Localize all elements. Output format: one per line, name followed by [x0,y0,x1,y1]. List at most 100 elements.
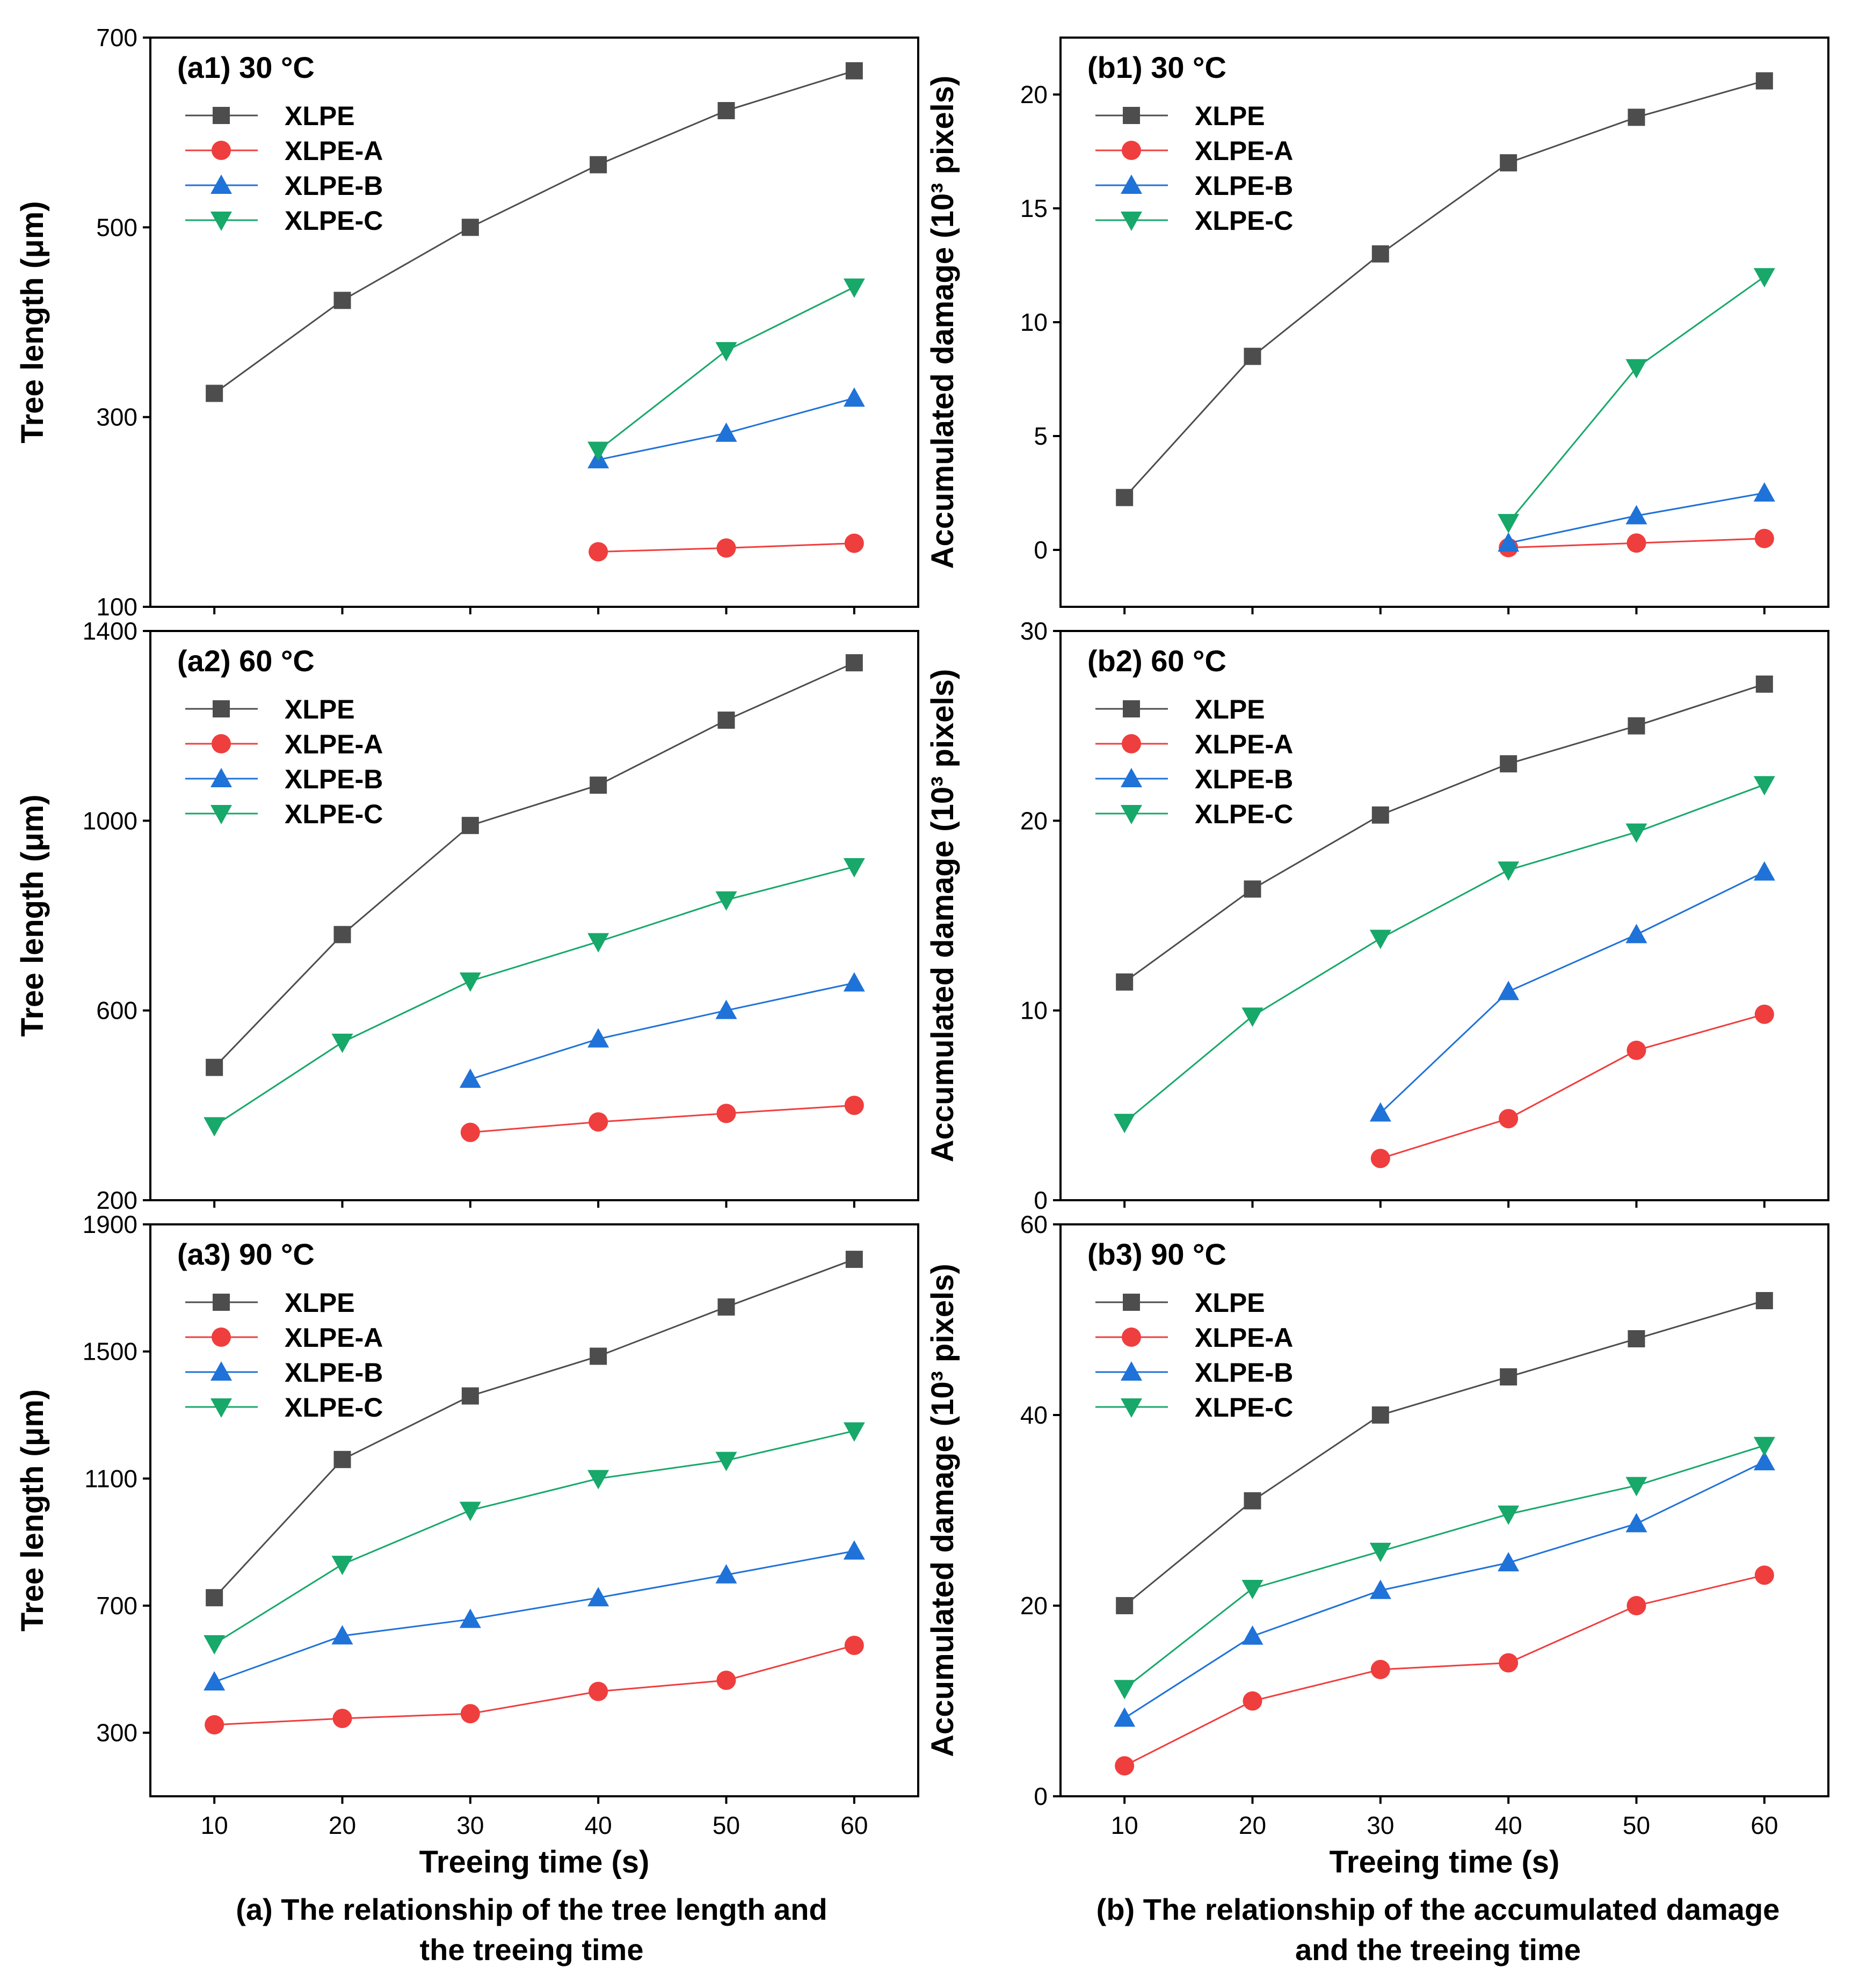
data-point [716,538,736,558]
legend-label: XLPE-A [1195,1323,1293,1353]
legend-marker [1122,734,1141,753]
legend-marker [213,1294,230,1311]
series-xlpe-b [1114,1450,1775,1727]
data-point [717,1298,735,1316]
data-point [1755,72,1773,90]
data-point [1626,533,1646,553]
legend-entry-xlpe-c: XLPE-C [1095,1392,1293,1423]
series-line [1379,871,1765,1114]
chart-a3: 300 700 1100 1500 1900 10 20 30 40 50 60 Tree lengt… [15,1210,919,1880]
legend-marker [1123,700,1140,717]
series-xlpe-c [587,278,865,461]
data-point [1498,861,1520,881]
data-point [1241,1625,1263,1645]
data-point [1628,108,1645,126]
data-point [206,384,223,402]
series-xlpe [1116,675,1773,991]
y-tick-label: 1500 [83,1338,137,1366]
legend-entry-xlpe-b: XLPE-B [1095,1358,1293,1388]
data-point [1369,1579,1391,1599]
data-point [1498,1552,1520,1572]
legend-label: XLPE-C [285,799,383,829]
y-tick-label: 15 [1020,194,1048,222]
legend-entry-xlpe-b: XLPE-B [1095,764,1293,794]
chart-b1: 0 5 10 15 20 Accumulated damage (10³ pixels) (… [925,37,1829,614]
data-point [1500,154,1517,172]
legend-marker [210,175,232,194]
legend-entry-xlpe-c: XLPE-C [185,1392,383,1423]
data-point [461,219,479,236]
data-point [1371,1406,1389,1424]
data-point [1371,245,1389,263]
series-line [1508,275,1765,524]
data-point [1498,1505,1520,1525]
data-point [716,1104,736,1123]
legend-label: XLPE [1195,1288,1265,1318]
data-point [204,1117,226,1137]
data-point [1753,776,1775,796]
data-point [844,1635,864,1655]
data-point [1370,1149,1390,1169]
series-line [1124,1445,1765,1689]
data-point [843,1422,865,1442]
chart-title: (a2) 60 °C [177,644,315,678]
chart-title: (b3) 90 °C [1087,1237,1226,1271]
legend-label: XLPE-B [1195,764,1293,794]
data-point [587,1028,609,1048]
data-point [460,1704,480,1724]
legend-entry-xlpe: XLPE [1095,1288,1265,1318]
y-tick-label: 300 [96,1719,137,1747]
y-tick-label: 100 [96,593,137,621]
y-tick-label: 20 [1020,81,1048,108]
y-axis-label: Tree length (μm) [15,201,50,443]
series-line [214,1430,855,1645]
data-point [587,933,609,953]
legend-label: XLPE-B [285,171,383,201]
legend-entry-xlpe-c: XLPE-C [185,206,383,236]
chart-a1: 100 300 500 700 Tree length (μm) (a1) 30 °C XL… [15,24,919,621]
legend-entry-xlpe-b: XLPE-B [185,764,383,794]
y-tick-label: 0 [1034,1782,1048,1810]
caption-b-line1: (b) The relationship of the accumulated … [1096,1892,1780,1926]
caption-a-line1: (a) The relationship of the tree length … [236,1892,827,1926]
chart-title: (a3) 90 °C [177,1237,315,1271]
legend-marker [210,1398,232,1418]
y-tick-label: 5 [1034,422,1048,450]
data-point [1369,1102,1391,1122]
data-point [1116,1597,1134,1614]
legend-entry-xlpe-a: XLPE-A [185,136,383,166]
data-point [843,387,865,407]
legend-marker [1121,768,1142,787]
series-line [470,982,855,1080]
series-xlpe-b [1498,482,1775,552]
data-point [843,972,865,992]
data-point [590,777,607,794]
data-point [1500,1368,1517,1385]
legend-marker [1121,1398,1142,1418]
data-point [205,1715,224,1735]
series-xlpe-a [1499,528,1774,557]
data-point [1371,806,1389,824]
data-point [589,1681,608,1701]
data-point [1114,1114,1136,1134]
y-tick-label: 20 [1020,1592,1048,1620]
y-tick-label: 1000 [83,807,137,835]
series-line [1124,80,1765,498]
data-point [206,1058,223,1076]
x-tick-label: 20 [1239,1811,1266,1839]
data-point [459,972,481,992]
legend-entry-xlpe-c: XLPE-C [1095,799,1293,829]
data-point [1625,505,1647,525]
legend-label: XLPE-A [1195,729,1293,759]
data-point [1754,528,1774,548]
y-tick-label: 1400 [83,617,137,645]
series-xlpe-c [1114,776,1775,1134]
y-tick-label: 700 [96,24,137,52]
data-point [1753,1450,1775,1470]
data-point [715,891,737,911]
series-xlpe-c [204,1422,865,1655]
plot-frame [149,630,919,1201]
data-point [845,62,863,79]
series-line [214,1550,855,1683]
x-tick-label: 10 [1111,1811,1138,1839]
